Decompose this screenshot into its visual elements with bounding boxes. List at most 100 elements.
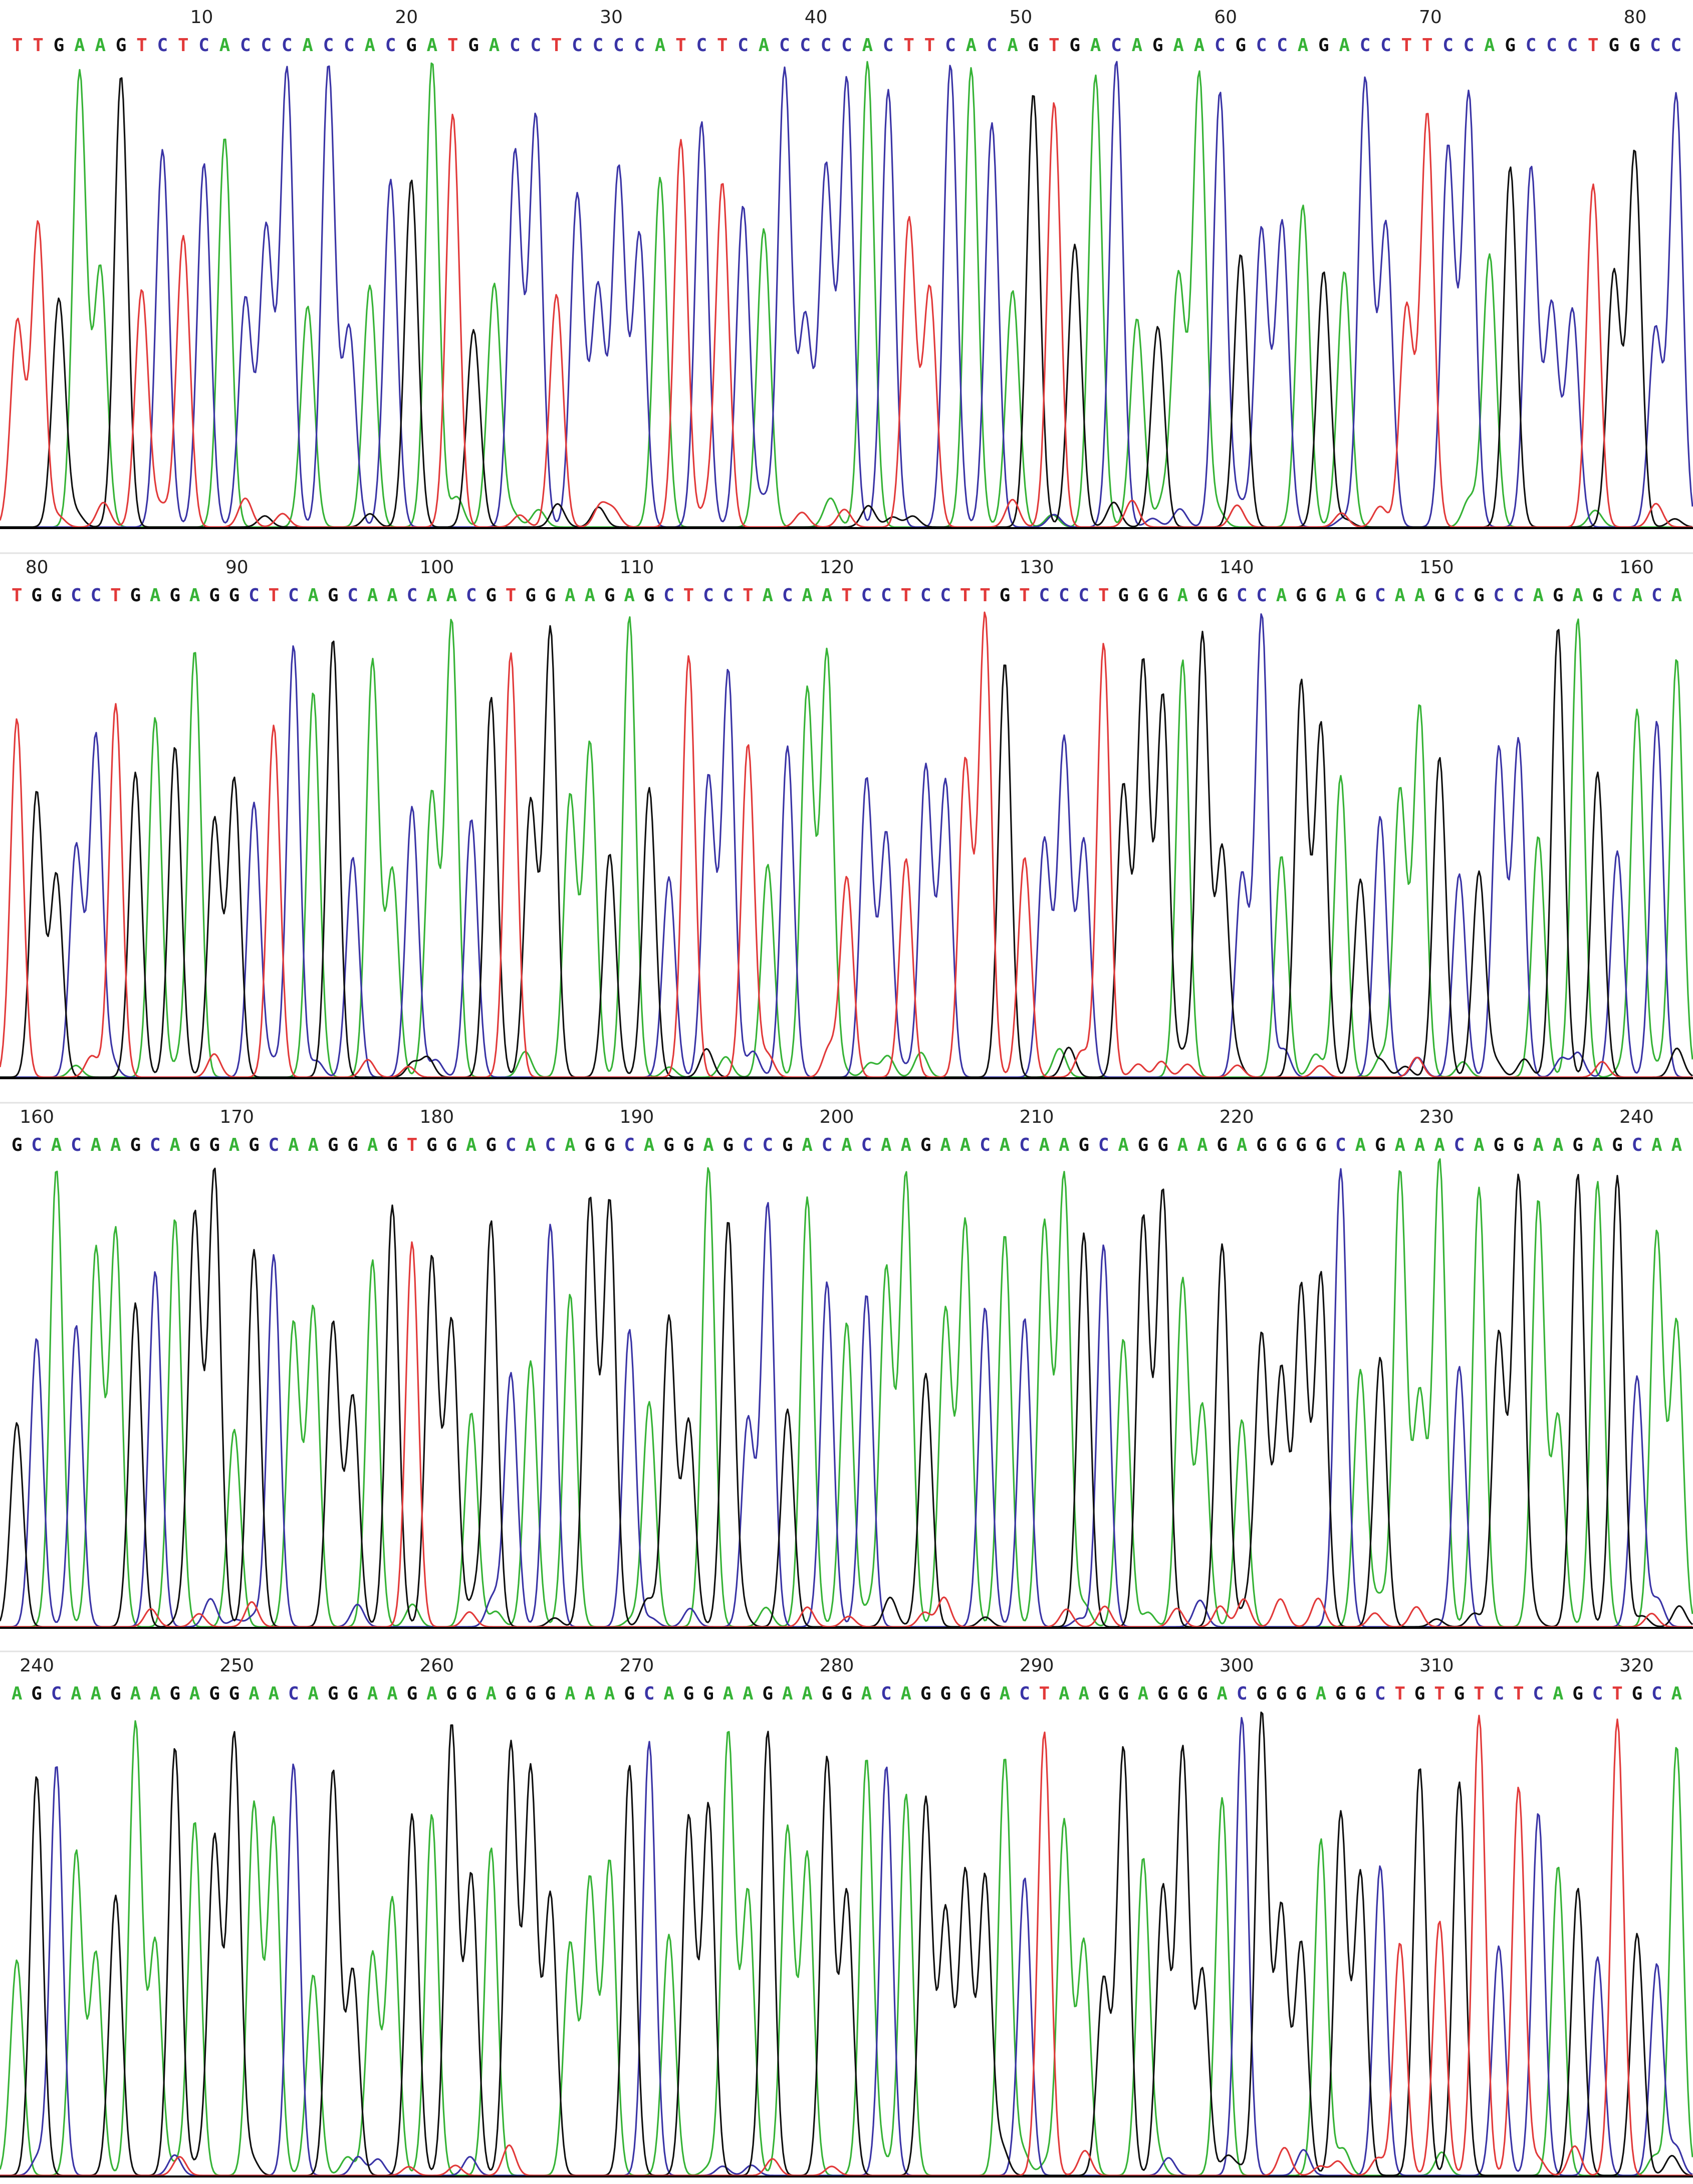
base-call: T bbox=[407, 1135, 418, 1155]
base-call: T bbox=[136, 35, 147, 56]
base-call: G bbox=[407, 1683, 418, 1704]
tick-label: 150 bbox=[1419, 557, 1454, 578]
base-call: A bbox=[427, 35, 438, 56]
base-call: C bbox=[703, 585, 714, 606]
base-call: A bbox=[743, 1683, 754, 1704]
base-call: G bbox=[1256, 1135, 1267, 1155]
tick-label: 240 bbox=[1619, 1107, 1654, 1127]
base-call: C bbox=[940, 585, 951, 606]
base-call: C bbox=[510, 35, 521, 56]
base-call: G bbox=[1632, 1683, 1643, 1704]
base-call: A bbox=[762, 585, 773, 606]
base-call: G bbox=[1375, 1135, 1386, 1155]
base-call: C bbox=[1494, 585, 1505, 606]
base-call: A bbox=[1355, 1135, 1366, 1155]
base-call: C bbox=[881, 1683, 892, 1704]
base-call: A bbox=[881, 1135, 892, 1155]
base-call: A bbox=[655, 35, 666, 56]
base-call: G bbox=[1572, 1135, 1583, 1155]
base-call: A bbox=[387, 585, 398, 606]
base-call: A bbox=[1474, 1135, 1485, 1155]
tick-label: 270 bbox=[620, 1655, 654, 1676]
tick-label: 50 bbox=[1010, 7, 1033, 28]
base-call: C bbox=[821, 35, 832, 56]
base-call: G bbox=[446, 1135, 457, 1155]
base-call: A bbox=[604, 1683, 615, 1704]
base-call: A bbox=[189, 1683, 200, 1704]
base-call: G bbox=[130, 585, 141, 606]
tick-label: 70 bbox=[1419, 7, 1442, 28]
base-call: A bbox=[1533, 585, 1544, 606]
base-call: G bbox=[110, 1683, 121, 1704]
base-call: A bbox=[1651, 1135, 1662, 1155]
base-call: G bbox=[980, 1683, 991, 1704]
tick-label: 110 bbox=[620, 557, 654, 578]
base-call: C bbox=[980, 1135, 991, 1155]
base-call: G bbox=[920, 1135, 931, 1155]
base-call: C bbox=[1059, 585, 1070, 606]
base-call: G bbox=[1078, 1135, 1089, 1155]
base-call: G bbox=[1494, 1135, 1505, 1155]
base-call: A bbox=[302, 35, 313, 56]
base-call: C bbox=[506, 1135, 517, 1155]
base-call: A bbox=[308, 1683, 319, 1704]
base-call: T bbox=[841, 585, 852, 606]
base-call: G bbox=[209, 1683, 220, 1704]
base-call: C bbox=[1546, 35, 1557, 56]
base-call: A bbox=[1217, 1683, 1228, 1704]
base-call: A bbox=[1394, 1135, 1405, 1155]
base-call: G bbox=[1157, 585, 1168, 606]
base-call: A bbox=[1000, 1683, 1011, 1704]
base-call: C bbox=[1454, 585, 1465, 606]
base-call: A bbox=[367, 585, 378, 606]
base-call: A bbox=[900, 1135, 911, 1155]
base-call: G bbox=[1355, 1683, 1366, 1704]
base-call: A bbox=[759, 35, 770, 56]
base-call: C bbox=[572, 35, 583, 56]
base-call: C bbox=[663, 585, 674, 606]
base-call: G bbox=[822, 1683, 833, 1704]
base-call: T bbox=[683, 585, 694, 606]
tick-label: 230 bbox=[1419, 1107, 1454, 1127]
base-call: G bbox=[1098, 1683, 1109, 1704]
tick-label: 180 bbox=[419, 1107, 454, 1127]
base-call: C bbox=[883, 35, 894, 56]
base-call: A bbox=[1671, 1135, 1682, 1155]
base-call: T bbox=[1612, 1683, 1623, 1704]
base-call: A bbox=[723, 1683, 734, 1704]
base-call: T bbox=[33, 35, 44, 56]
base-call: A bbox=[387, 1683, 398, 1704]
tick-label: 80 bbox=[26, 557, 49, 578]
base-call: C bbox=[800, 35, 811, 56]
base-call: T bbox=[1422, 35, 1433, 56]
base-call: G bbox=[328, 585, 339, 606]
base-call: A bbox=[565, 1683, 576, 1704]
base-call: G bbox=[1553, 585, 1564, 606]
base-call: G bbox=[960, 1683, 971, 1704]
trace-T bbox=[0, 102, 1692, 528]
base-call: G bbox=[1316, 1135, 1327, 1155]
base-call: G bbox=[1513, 1135, 1524, 1155]
tick-label: 300 bbox=[1220, 1655, 1254, 1676]
base-call: A bbox=[426, 585, 437, 606]
base-call: G bbox=[209, 1135, 220, 1155]
base-call: G bbox=[31, 585, 42, 606]
base-call: C bbox=[347, 585, 358, 606]
base-call: G bbox=[1608, 35, 1619, 56]
base-call: A bbox=[960, 1135, 971, 1155]
base-call: G bbox=[426, 1135, 437, 1155]
base-call: G bbox=[1612, 1135, 1623, 1155]
base-call: C bbox=[1078, 585, 1089, 606]
base-call: G bbox=[1256, 1683, 1267, 1704]
base-call: A bbox=[584, 585, 595, 606]
base-call: A bbox=[466, 1135, 477, 1155]
base-call: C bbox=[1612, 585, 1623, 606]
base-call: T bbox=[551, 35, 562, 56]
base-call: A bbox=[802, 1683, 813, 1704]
base-call: A bbox=[169, 1135, 180, 1155]
tick-label: 260 bbox=[419, 1655, 454, 1676]
base-call: C bbox=[822, 1135, 833, 1155]
base-call: C bbox=[530, 35, 541, 56]
tick-label: 310 bbox=[1419, 1655, 1454, 1676]
base-call: A bbox=[1335, 585, 1346, 606]
